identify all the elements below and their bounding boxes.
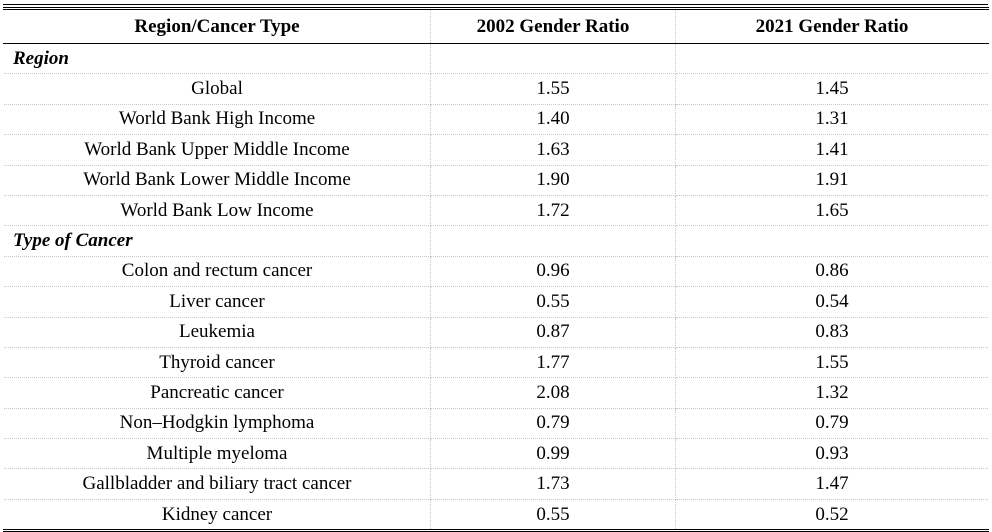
table-header: Region/Cancer Type 2002 Gender Ratio 202… [3,7,989,44]
value-2021: 0.54 [675,286,989,318]
row-label: Gallbladder and biliary tract cancer [3,468,431,500]
value-2002: 0.79 [430,408,676,440]
row-label: World Bank High Income [3,104,431,136]
value-2002: 0.99 [430,438,676,470]
header-region-cancer-type: Region/Cancer Type [3,7,431,44]
value-2002: 1.73 [430,468,676,500]
value-2021: 0.79 [675,408,989,440]
table-row: Multiple myeloma 0.99 0.93 [3,438,989,470]
section-row: Type of Cancer [3,225,989,257]
value-2021: 0.93 [675,438,989,470]
value-2021: 1.31 [675,104,989,136]
row-label: Liver cancer [3,286,431,318]
table-row: World Bank Upper Middle Income 1.63 1.41 [3,134,989,166]
table-row: Liver cancer 0.55 0.54 [3,286,989,318]
value-2021: 0.52 [675,499,989,532]
row-label: Colon and rectum cancer [3,256,431,288]
table-row: Kidney cancer 0.55 0.52 [3,499,989,532]
value-2021: 1.45 [675,73,989,105]
gender-ratio-table: Region/Cancer Type 2002 Gender Ratio 202… [3,7,989,532]
value-2021: 0.83 [675,317,989,348]
table-row: Non–Hodgkin lymphoma 0.79 0.79 [3,408,989,440]
value-2021: 1.55 [675,347,989,379]
row-label: Thyroid cancer [3,347,431,379]
row-label: World Bank Low Income [3,195,431,227]
row-label: World Bank Upper Middle Income [3,134,431,166]
value-2002: 1.63 [430,134,676,166]
section-title: Region [3,43,431,75]
value-2021: 1.41 [675,134,989,166]
header-2002-gender-ratio: 2002 Gender Ratio [430,7,676,44]
header-row: Region/Cancer Type 2002 Gender Ratio 202… [3,7,989,44]
value-2021: 0.86 [675,256,989,288]
table-row: Gallbladder and biliary tract cancer 1.73… [3,468,989,500]
value-2002: 1.40 [430,104,676,136]
table-row: Global 1.55 1.45 [3,73,989,105]
table-row: World Bank Low Income 1.72 1.65 [3,195,989,227]
row-label: Global [3,73,431,105]
value-2002: 0.55 [430,286,676,318]
table-row: World Bank High Income 1.40 1.31 [3,104,989,136]
section-empty-cell [430,43,676,75]
section-empty-cell [675,225,989,257]
table-row: Pancreatic cancer 2.08 1.32 [3,377,989,409]
value-2002: 1.90 [430,165,676,196]
header-2021-gender-ratio: 2021 Gender Ratio [675,7,989,44]
row-label: Leukemia [3,317,431,348]
table-row: Colon and rectum cancer 0.96 0.86 [3,256,989,288]
row-label: World Bank Lower Middle Income [3,165,431,196]
row-label: Multiple myeloma [3,438,431,470]
value-2002: 1.77 [430,347,676,379]
table-body: Region Global 1.55 1.45 World Bank High Inco… [3,43,989,532]
section-empty-cell [675,43,989,75]
row-label: Non–Hodgkin lymphoma [3,408,431,440]
table-row: Thyroid cancer 1.77 1.55 [3,347,989,379]
top-rule [3,4,988,5]
row-label: Pancreatic cancer [3,377,431,409]
value-2021: 1.91 [675,165,989,196]
row-label: Kidney cancer [3,499,431,532]
value-2021: 1.32 [675,377,989,409]
value-2002: 1.55 [430,73,676,105]
table-row: Leukemia 0.87 0.83 [3,317,989,348]
gender-ratio-table-container: Region/Cancer Type 2002 Gender Ratio 202… [3,4,989,532]
value-2002: 0.87 [430,317,676,348]
value-2002: 0.55 [430,499,676,532]
section-empty-cell [430,225,676,257]
value-2002: 2.08 [430,377,676,409]
table-row: World Bank Lower Middle Income 1.90 1.91 [3,165,989,196]
value-2002: 0.96 [430,256,676,288]
value-2021: 1.47 [675,468,989,500]
value-2021: 1.65 [675,195,989,227]
value-2002: 1.72 [430,195,676,227]
section-title: Type of Cancer [3,225,431,257]
section-row: Region [3,43,989,75]
